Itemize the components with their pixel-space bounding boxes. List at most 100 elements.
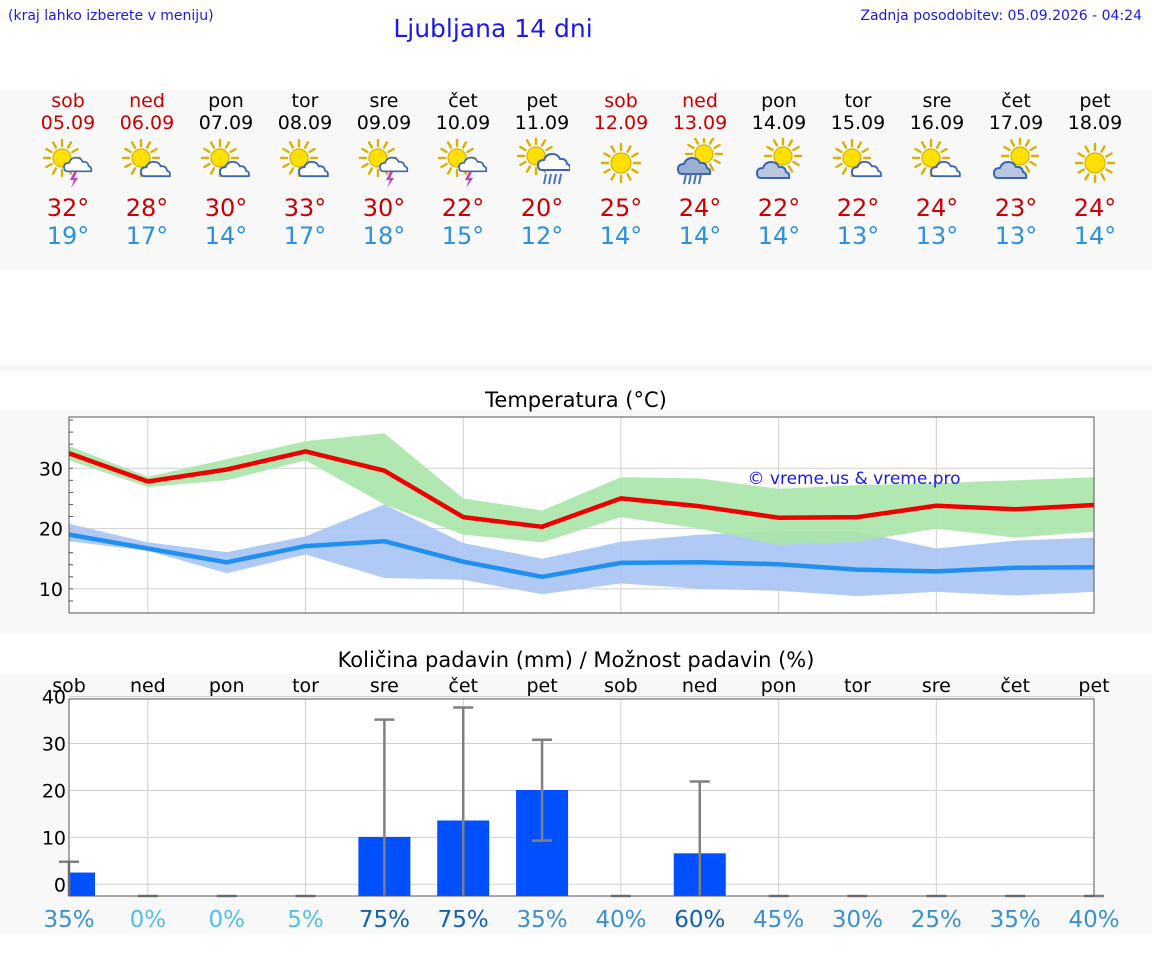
min-temperature: 14° [599, 222, 643, 250]
day-forecast: čet 17.09 23° 13° [976, 90, 1056, 250]
max-temperature: 24° [678, 194, 722, 222]
day-forecast: čet 10.09 22° 15° [423, 90, 503, 250]
x-category-label: sob [52, 675, 86, 697]
day-name: sre [922, 90, 952, 112]
day-date: 18.09 [1067, 112, 1123, 134]
sun-cloud-icon [121, 138, 171, 178]
y-tick-label: 40 [42, 687, 66, 709]
x-category-label: pet [526, 675, 557, 697]
day-name: pet [526, 90, 558, 112]
plot-frame [68, 416, 1095, 614]
x-category-label: pon [209, 675, 245, 697]
min-temperature: 19° [46, 222, 90, 250]
day-forecast: sob 05.09 32° 19° [28, 90, 108, 250]
x-category-label: čet [448, 675, 478, 697]
precipitation-probability: 75% [438, 907, 489, 933]
day-date: 13.09 [672, 112, 728, 134]
day-forecast: sre 16.09 24° 13° [897, 90, 977, 250]
day-forecast: tor 15.09 22° 13° [818, 90, 898, 250]
day-name: čet [1001, 90, 1031, 112]
sun-cloud-thunder-icon [437, 138, 488, 188]
day-name: sob [604, 90, 638, 112]
x-category-label: sre [370, 675, 399, 697]
day-date: 07.09 [198, 112, 254, 134]
min-temperature: 14° [1073, 222, 1117, 250]
sun-cloud-rain-icon [516, 138, 570, 185]
x-category-label: ned [682, 675, 718, 697]
max-temperature: 22° [836, 194, 880, 222]
day-date: 15.09 [830, 112, 886, 134]
y-tick-label: 10 [42, 827, 66, 849]
sun-cloud-icon [279, 138, 329, 178]
day-forecast: ned 06.09 28° 17° [107, 90, 187, 250]
min-temperature: 17° [283, 222, 327, 250]
min-temperature: 14° [757, 222, 801, 250]
temperature-chart: 10 20 30 © vreme.us & vreme.pro [39, 416, 1095, 614]
day-forecast: pon 14.09 22° 14° [739, 90, 819, 250]
precipitation-probability: 40% [1068, 907, 1119, 933]
day-name: ned [682, 90, 718, 112]
day-date: 14.09 [751, 112, 807, 134]
precipitation-probability: 0% [208, 907, 245, 933]
max-temperature: 30° [362, 194, 406, 222]
precipitation-probability: 30% [832, 907, 883, 933]
location-hint: (kraj lahko izberete v meniju) [8, 8, 214, 24]
sun-icon [600, 142, 642, 184]
max-temperature-line [68, 449, 1095, 530]
x-category-label: tor [292, 675, 319, 697]
day-date: 09.09 [356, 112, 412, 134]
sun-cloud-thunder-icon [42, 138, 93, 188]
page-title: Ljubljana 14 dni [393, 14, 593, 43]
watermark: © vreme.us & vreme.pro [747, 469, 960, 489]
day-name: sob [51, 90, 85, 112]
day-name: pet [1079, 90, 1111, 112]
day-forecast: ned 13.09 24° 14° [660, 90, 740, 250]
min-temperature-band [69, 504, 1094, 597]
y-tick-label: 20 [39, 519, 63, 541]
precipitation-probability: 60% [674, 907, 725, 933]
sun-cloud-icon [832, 138, 882, 178]
day-date: 12.09 [593, 112, 649, 134]
day-forecast: pon 07.09 30° 14° [186, 90, 266, 250]
max-temperature: 30° [204, 194, 248, 222]
sun-cloud-icon [200, 138, 250, 178]
cloud-rain-sun-icon [676, 138, 724, 185]
last-updated: Zadnja posodobitev: 05.09.2026 - 04:24 [860, 8, 1142, 24]
day-name: tor [291, 90, 319, 112]
max-temperature: 28° [125, 194, 169, 222]
plot-frame [68, 698, 1095, 897]
x-category-label: sob [604, 675, 638, 697]
max-temperature: 25° [599, 194, 643, 222]
min-temperature: 17° [125, 222, 169, 250]
day-date: 16.09 [909, 112, 965, 134]
precipitation-probability: 75% [359, 907, 410, 933]
day-date: 17.09 [988, 112, 1044, 134]
sun-cloud-icon [911, 138, 961, 178]
min-temperature: 13° [915, 222, 959, 250]
day-forecast: pet 18.09 24° 14° [1055, 90, 1135, 250]
y-tick-label: 20 [42, 780, 66, 802]
sun-cloud-thunder-icon [358, 138, 409, 188]
min-temperature: 14° [204, 222, 248, 250]
max-temperature: 20° [520, 194, 564, 222]
min-temperature: 12° [520, 222, 564, 250]
y-tick-label: 30 [39, 458, 63, 480]
day-name: pon [761, 90, 797, 112]
day-forecast: pet 11.09 20° 12° [502, 90, 582, 250]
precipitation-bar [69, 872, 95, 896]
day-date: 11.09 [514, 112, 570, 134]
min-temperature: 14° [678, 222, 722, 250]
precipitation-probability: 35% [43, 907, 94, 933]
min-temperature-line [68, 532, 1095, 580]
day-name: sre [369, 90, 399, 112]
max-temperature: 24° [915, 194, 959, 222]
min-temperature: 15° [441, 222, 485, 250]
x-category-label: pon [761, 675, 797, 697]
max-temperature: 33° [283, 194, 327, 222]
max-temperature: 24° [1073, 194, 1117, 222]
precipitation-probability: 40% [595, 907, 646, 933]
day-name: tor [844, 90, 872, 112]
max-temperature: 32° [46, 194, 90, 222]
temperature-chart-title: Temperatura (°C) [485, 388, 667, 412]
day-name: čet [448, 90, 478, 112]
